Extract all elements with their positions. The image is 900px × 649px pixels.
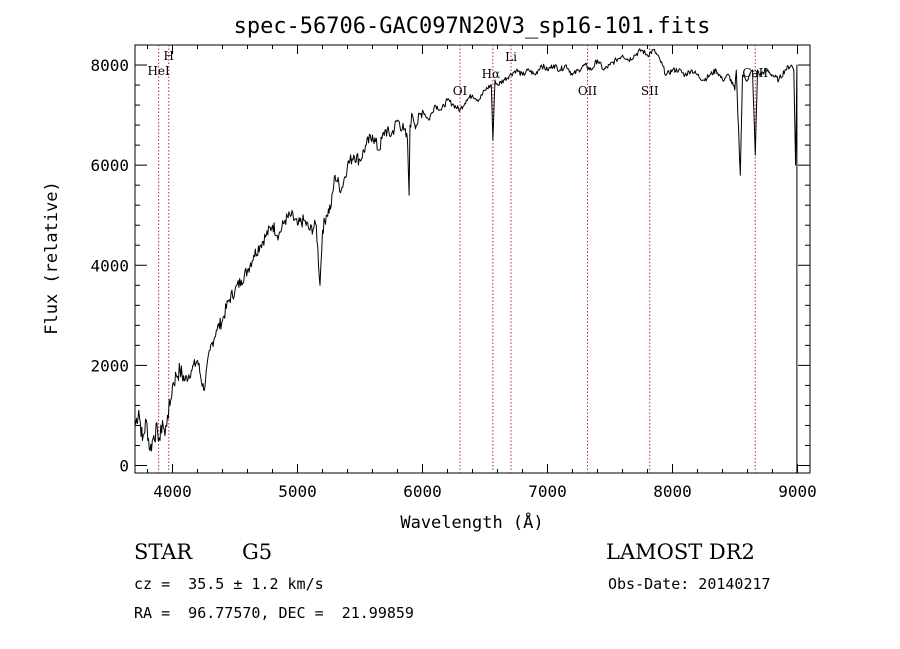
x-axis-label: Wavelength (Å) <box>400 511 543 533</box>
y-tick-label: 4000 <box>90 256 129 275</box>
plot-frame <box>134 44 811 474</box>
redshift-value: cz = 35.5 ± 1.2 km/s <box>134 575 324 593</box>
plot-border <box>134 44 811 474</box>
y-tick-label: 0 <box>119 456 129 475</box>
chart-title: spec-56706-GAC097N20V3_sp16-101.fits <box>234 14 711 39</box>
x-tick-label: 7000 <box>528 482 567 501</box>
spectral-line-label: Hα <box>482 67 501 81</box>
y-axis-label: Flux (relative) <box>42 181 62 335</box>
axis-ticks: 4000 5000 6000 7000 8000 9000 0 2000 4000 6000 800… <box>90 44 817 501</box>
observation-date: Obs-Date: 20140217 <box>608 575 771 593</box>
spectral-line-label: OI <box>453 84 468 98</box>
spectral-line-label: OII <box>578 84 598 98</box>
spectral-line-label: HeI <box>147 64 170 78</box>
survey-name: LAMOST DR2 <box>606 540 755 564</box>
coordinates: RA = 96.77570, DEC = 21.99859 <box>134 604 414 622</box>
spectral-line-label: Li <box>505 50 517 64</box>
object-class: STAR <box>134 540 193 564</box>
object-subclass: G5 <box>242 540 273 564</box>
x-tick-label: 6000 <box>403 482 442 501</box>
x-tick-label: 4000 <box>153 482 192 501</box>
y-tick-label: 8000 <box>90 56 129 75</box>
x-tick-label: 5000 <box>278 482 317 501</box>
x-tick-label: 9000 <box>778 482 817 501</box>
flux-series <box>134 48 798 473</box>
spectral-line-label: SII <box>641 84 659 98</box>
y-tick-label: 6000 <box>90 156 129 175</box>
flux-line <box>134 48 798 473</box>
y-tick-label: 2000 <box>90 356 129 375</box>
spectral-line-label: H <box>164 49 174 63</box>
x-tick-label: 8000 <box>653 482 692 501</box>
